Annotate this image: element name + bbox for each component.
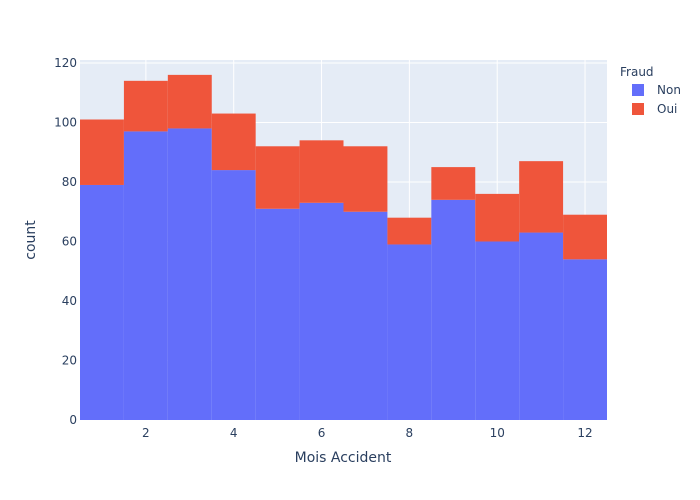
bar-non-3[interactable] [167, 128, 212, 420]
bar-oui-11[interactable] [519, 161, 564, 233]
bar-non-4[interactable] [211, 170, 256, 420]
x-tick-label: 6 [318, 426, 326, 440]
y-tick-label: 20 [62, 353, 77, 367]
legend[interactable]: Fraud Non Oui [620, 65, 681, 116]
bar-non-1[interactable] [80, 184, 124, 420]
bar-oui-3[interactable] [167, 74, 212, 129]
x-tick-label: 2 [142, 426, 150, 440]
legend-item-oui[interactable]: Oui [632, 102, 677, 116]
legend-label: Non [657, 83, 681, 97]
bar-oui-5[interactable] [255, 146, 300, 209]
bar-non-11[interactable] [519, 232, 564, 420]
x-tick-labels: 2 4 6 8 10 12 [142, 426, 593, 440]
bar-non-9[interactable] [431, 199, 476, 420]
y-tick-label: 100 [54, 115, 77, 129]
x-tick-label: 4 [230, 426, 238, 440]
bar-oui-6[interactable] [299, 140, 344, 203]
bar-oui-12[interactable] [563, 214, 607, 260]
bar-non-8[interactable] [387, 244, 432, 420]
legend-swatch [632, 103, 644, 115]
bar-oui-1[interactable] [80, 119, 124, 185]
y-tick-label: 40 [62, 294, 77, 308]
y-tick-label: 0 [69, 413, 77, 427]
bar-non-6[interactable] [299, 202, 344, 420]
bar-oui-4[interactable] [211, 113, 256, 171]
y-tick-label: 120 [54, 56, 77, 70]
bar-oui-8[interactable] [387, 217, 432, 245]
legend-item-non[interactable]: Non [632, 83, 681, 97]
bars [80, 74, 607, 420]
legend-swatch [632, 84, 644, 96]
legend-label: Oui [657, 102, 677, 116]
x-tick-label: 10 [490, 426, 505, 440]
bar-non-7[interactable] [343, 211, 388, 420]
y-tick-label: 60 [62, 234, 77, 248]
legend-title: Fraud [620, 65, 654, 79]
bar-non-12[interactable] [563, 259, 607, 420]
bar-oui-7[interactable] [343, 146, 388, 212]
y-axis-title: count [23, 220, 39, 260]
bar-non-2[interactable] [123, 131, 168, 420]
bar-oui-10[interactable] [475, 193, 520, 242]
x-tick-label: 8 [406, 426, 414, 440]
y-tick-label: 80 [62, 175, 77, 189]
bar-oui-9[interactable] [431, 167, 476, 200]
bar-oui-2[interactable] [123, 80, 168, 132]
bar-non-10[interactable] [475, 241, 520, 420]
y-tick-labels: 0 20 40 60 80 100 120 [54, 56, 77, 427]
x-axis-title: Mois Accident [295, 450, 392, 466]
x-tick-label: 12 [577, 426, 592, 440]
bar-non-5[interactable] [255, 208, 300, 420]
